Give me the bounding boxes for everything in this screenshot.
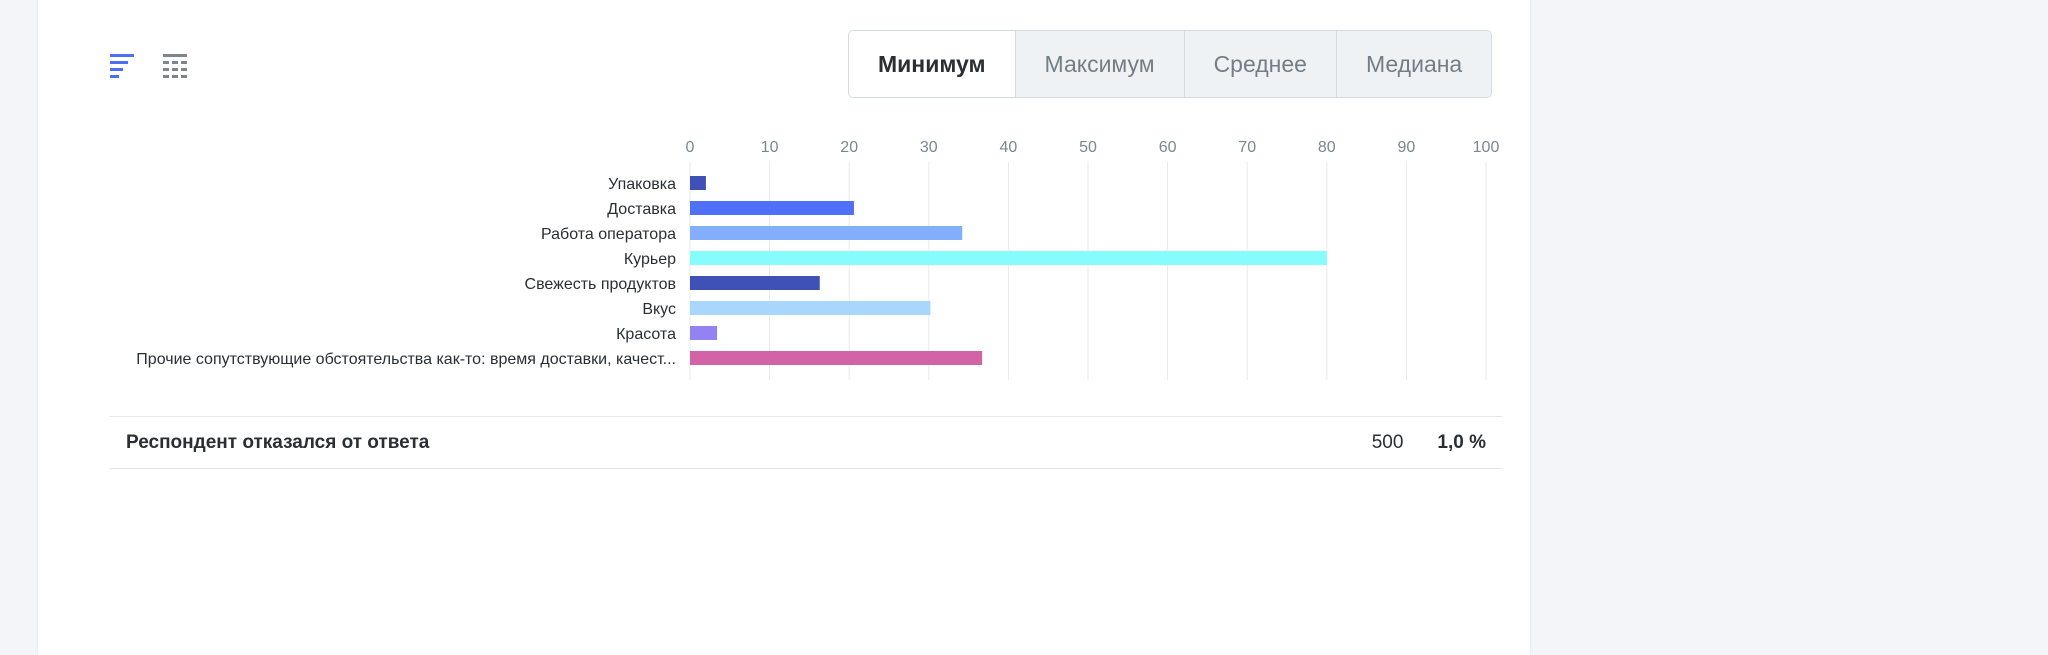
no-answer-label: Респондент отказался от ответа: [126, 431, 430, 453]
category-label: Доставка: [607, 201, 676, 218]
statistic-tabs: Минимум Максимум Среднее Медиана: [848, 30, 1493, 98]
tab-median[interactable]: Медиана: [1335, 31, 1492, 97]
x-tick-label: 10: [761, 139, 779, 156]
bar: [690, 326, 718, 340]
bar: [690, 201, 854, 215]
x-tick-label: 50: [1079, 139, 1097, 156]
category-label: Красота: [616, 326, 676, 343]
bar: [690, 251, 1327, 265]
tab-average[interactable]: Среднее: [1183, 31, 1336, 97]
bar: [690, 276, 820, 290]
x-tick-label: 70: [1238, 139, 1256, 156]
bar: [690, 301, 931, 315]
tab-maximum[interactable]: Максимум: [1014, 31, 1184, 97]
bar-chart: 0 10 20 30 40 50 60 70 80 90 100 Упаковка Доставка Ра…: [136, 139, 1500, 380]
x-tick-label: 90: [1398, 139, 1416, 156]
bar-chart-icon[interactable]: [110, 54, 134, 78]
x-tick-label: 20: [840, 139, 858, 156]
category-label: Свежесть продуктов: [525, 276, 676, 293]
category-label: Упаковка: [608, 176, 676, 193]
bar: [690, 226, 963, 240]
chart-card: [38, 0, 1530, 655]
tab-minimum[interactable]: Минимум: [849, 31, 1015, 97]
x-tick-label: 0: [686, 139, 695, 156]
no-answer-percent: 1,0 %: [1437, 431, 1486, 453]
category-label: Курьер: [624, 251, 676, 268]
table-icon[interactable]: [163, 54, 187, 78]
x-tick-label: 80: [1318, 139, 1336, 156]
no-answer-count: 500: [1371, 431, 1404, 453]
category-label: Работа оператора: [541, 226, 676, 243]
category-label: Вкус: [642, 301, 676, 318]
x-tick-label: 40: [1000, 139, 1018, 156]
no-answer-row: Респондент отказался от ответа 500 1,0 %: [110, 416, 1502, 469]
x-tick-label: 30: [920, 139, 938, 156]
x-tick-label: 60: [1159, 139, 1177, 156]
x-tick-label: 100: [1473, 139, 1500, 156]
bar: [690, 351, 983, 365]
bar: [690, 176, 706, 190]
category-label: Прочие сопутствующие обстоятельства как-…: [136, 351, 676, 368]
